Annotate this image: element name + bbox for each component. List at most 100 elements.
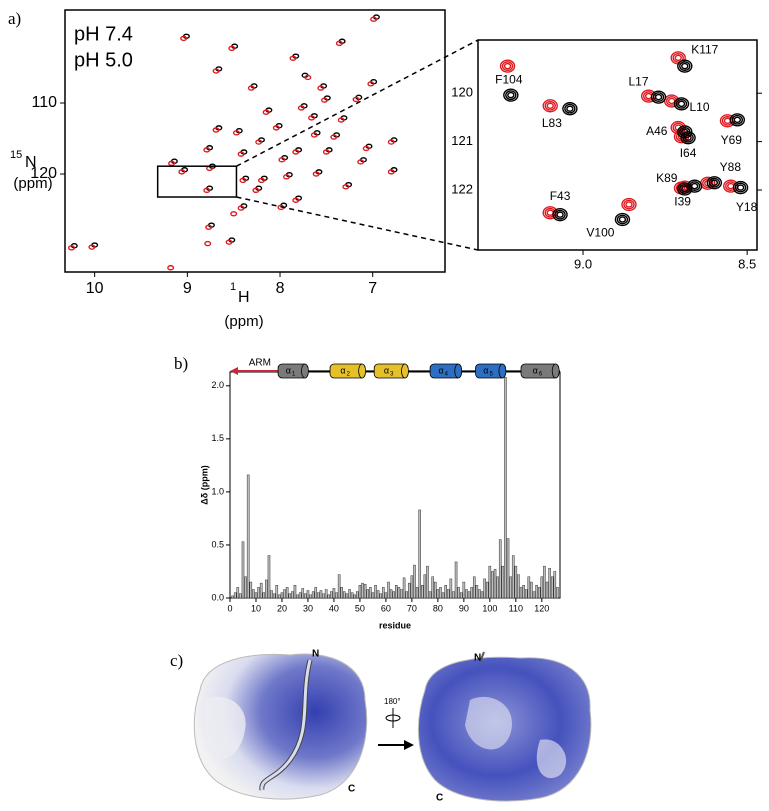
bar [252, 589, 255, 599]
contour [501, 61, 514, 72]
contour [673, 97, 690, 111]
bar [335, 592, 338, 599]
bar [517, 574, 520, 599]
helix-label-index: 3 [390, 372, 394, 378]
peak [283, 174, 291, 180]
peak-label: L83 [542, 116, 562, 130]
peak [272, 125, 280, 131]
bar [350, 592, 354, 599]
peak [729, 113, 746, 127]
contour [654, 93, 663, 101]
bar [478, 589, 481, 599]
bar [485, 581, 489, 599]
bar [509, 576, 512, 599]
contour [618, 216, 627, 223]
contour [702, 178, 714, 189]
peak-label: I64 [680, 146, 697, 160]
peak [357, 159, 365, 165]
bar [454, 561, 458, 599]
bar [324, 589, 328, 599]
bar [498, 539, 502, 599]
y-tick-label: 120 [451, 85, 473, 100]
peak [352, 96, 360, 103]
bar [311, 591, 315, 599]
bar [337, 574, 341, 599]
contour [733, 116, 742, 124]
helix-label: α [533, 365, 538, 375]
bar [382, 587, 385, 599]
bar [340, 587, 344, 599]
peak [552, 208, 568, 222]
peak [255, 139, 263, 145]
bar [384, 592, 388, 599]
peak [680, 131, 696, 145]
bar [395, 585, 398, 599]
contour [546, 209, 554, 216]
peak-label: Y18 [736, 200, 758, 214]
bar [296, 594, 299, 599]
zoom-box [156, 165, 238, 198]
peak-label: L17 [629, 74, 649, 88]
contour [614, 212, 631, 227]
helix-label: α [286, 365, 291, 375]
bar [496, 576, 499, 599]
peak-label: A46 [646, 124, 668, 138]
peak [297, 105, 305, 111]
x-tick-label: 30 [303, 603, 313, 613]
bar [343, 591, 346, 599]
peak [178, 169, 186, 175]
plot-frame [64, 9, 446, 273]
peak [168, 160, 176, 167]
bar [379, 593, 382, 599]
peak [362, 145, 370, 152]
helix-end [454, 363, 463, 379]
contour [552, 208, 568, 222]
y-tick-label: 0.0 [211, 592, 224, 602]
peak [247, 85, 255, 91]
arrow [378, 740, 414, 750]
bar [374, 585, 377, 599]
bar [330, 591, 333, 599]
peak [310, 132, 318, 138]
bar [265, 579, 268, 599]
contour [680, 131, 696, 145]
peak [230, 211, 238, 217]
peak [621, 197, 637, 212]
bar [535, 585, 538, 599]
bar [298, 592, 302, 599]
peak [237, 151, 245, 157]
contour [681, 62, 689, 70]
peak-label: I39 [674, 194, 691, 208]
contour [708, 177, 721, 188]
peak [239, 177, 247, 184]
bar [441, 592, 445, 599]
contour [682, 132, 694, 143]
peak [337, 117, 345, 123]
contour [684, 134, 692, 141]
y-tick-label: 2.0 [211, 380, 224, 390]
contour [652, 92, 665, 103]
contour [677, 100, 686, 108]
bar [270, 590, 273, 599]
plot-frame [229, 371, 561, 599]
y-tick-label: 1.0 [211, 486, 224, 496]
bar [387, 581, 390, 599]
bar [363, 583, 367, 599]
zoom-connector [236, 196, 479, 251]
peak [673, 97, 690, 111]
peak [503, 88, 519, 102]
x-tick-label: 8.5 [738, 256, 756, 271]
bar [244, 576, 247, 599]
bar [483, 578, 486, 599]
peak [225, 239, 233, 245]
bar [519, 587, 523, 599]
bar [239, 593, 242, 599]
contour [729, 113, 746, 127]
bar [259, 582, 263, 599]
peak [278, 157, 286, 163]
peak-label: K89 [656, 171, 678, 185]
x-tick-label: 10 [251, 603, 261, 613]
bar [246, 474, 250, 599]
contour [690, 182, 699, 190]
